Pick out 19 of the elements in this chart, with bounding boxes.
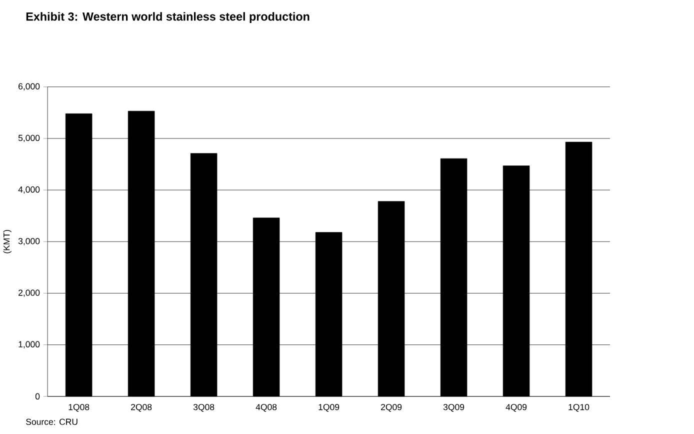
y-tick-label: 1,000: [18, 341, 40, 349]
y-tick-label: 0: [35, 394, 40, 400]
x-tick-label: 1Q08: [68, 404, 90, 412]
y-tick-label: 4,000: [18, 186, 40, 194]
x-tick-label: 2Q09: [381, 404, 402, 412]
x-tick-label: 1Q10: [568, 404, 590, 412]
x-tick-label: 4Q09: [506, 404, 527, 412]
x-tick-label: 3Q09: [443, 404, 464, 412]
y-tick-label: 3,000: [18, 238, 40, 246]
y-axis-title: (KMT): [3, 230, 12, 254]
x-tick-label: 3Q08: [193, 404, 214, 412]
chart-title: Exhibit 3: Western world stainless steel production: [26, 12, 310, 24]
x-tick-label: 4Q08: [256, 404, 277, 412]
x-tick-label: 2Q08: [131, 404, 152, 412]
y-tick-label: 2,000: [18, 290, 40, 298]
y-tick-label: 6,000: [18, 83, 40, 91]
x-tick-label: 1Q09: [318, 404, 340, 412]
source-note: Source: CRU: [26, 418, 78, 426]
y-tick-label: 5,000: [18, 135, 40, 142]
